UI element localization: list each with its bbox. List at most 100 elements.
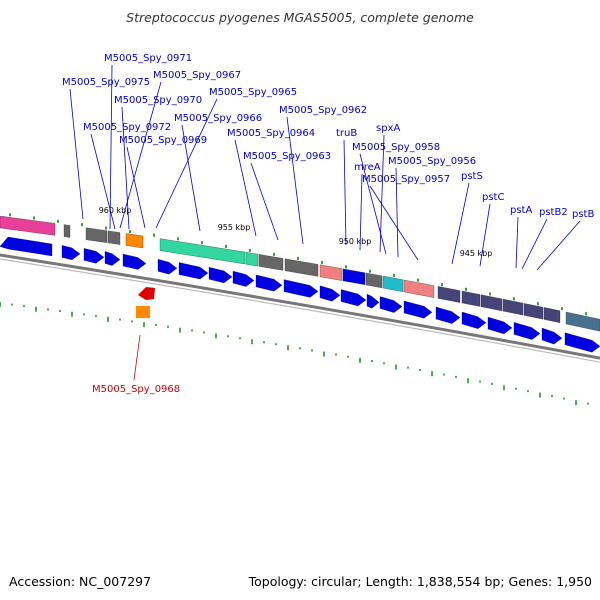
gene-label: M5005_Spy_0971 — [104, 53, 192, 64]
feature-block-salmon — [403, 279, 435, 298]
gene-label-leader — [250, 162, 279, 241]
feature-block-gray — [365, 272, 383, 289]
gene-arrow — [340, 289, 367, 307]
gene-label-leader — [286, 116, 304, 245]
gene-arrow — [104, 251, 121, 266]
gene-arrow — [178, 262, 209, 280]
gene-arrow — [319, 285, 341, 302]
feature-block-navy — [502, 298, 524, 316]
kbp-label: 950 kbp — [339, 237, 372, 246]
feature-block-gray — [284, 258, 319, 277]
gene-label: M5005_Spy_0965 — [209, 87, 297, 98]
feature-block-navy — [543, 307, 561, 323]
gene-arrow — [487, 316, 513, 335]
gene-label: pstA — [510, 205, 532, 216]
gene-label: spxA — [376, 123, 400, 134]
gene-label-leader — [69, 88, 84, 220]
gene-arrow — [83, 248, 105, 264]
gene-label-leader — [234, 139, 257, 237]
gene-arrow — [379, 296, 403, 313]
gene-label-leader — [119, 81, 162, 229]
feature-block-salmon — [319, 264, 343, 281]
gene-arrow — [232, 270, 255, 287]
gene-arrow — [513, 322, 541, 340]
gene-label: truB — [336, 128, 357, 139]
feature-block-cyan — [382, 275, 404, 292]
gene-label-leader — [359, 153, 387, 255]
gene-label: pstB — [572, 209, 594, 220]
feature-block-gray — [258, 254, 284, 271]
feature-block-magenta — [0, 215, 56, 236]
gene-arrow — [461, 311, 487, 329]
gene-label: M5005_Spy_0969 — [119, 135, 207, 146]
feature-block-orange — [125, 233, 144, 249]
gene-arrow — [403, 300, 433, 319]
accession-text: Accession: NC_007297 — [9, 574, 152, 589]
gene-label-leader — [369, 185, 419, 261]
kbp-label: 945 kbp — [460, 249, 493, 258]
gene-label-leader — [90, 133, 116, 230]
gene-arrow — [0, 236, 53, 257]
gene-label: pstB2 — [539, 207, 568, 218]
gene-label-leader — [359, 173, 363, 251]
feature-block-green — [245, 252, 259, 267]
kbp-label: 960 kbp — [99, 206, 132, 215]
reverse-feature-red — [138, 287, 155, 300]
gene-arrow — [435, 306, 461, 324]
gene-label-leader — [479, 203, 491, 267]
feature-block-steel — [565, 311, 600, 332]
gene-label-leader — [126, 146, 146, 229]
feature-block-green — [159, 238, 246, 265]
gene-label: M5005_Spy_0967 — [153, 70, 241, 81]
gene-arrow — [157, 259, 178, 275]
gene-label-leader — [121, 106, 130, 230]
gene-arrow — [255, 274, 283, 292]
feature-block-navy — [461, 290, 481, 307]
gene-label-leader — [451, 182, 470, 265]
feature-block-navy — [523, 303, 544, 320]
gene-label-leader — [536, 220, 581, 271]
gene-label-leader — [395, 167, 399, 258]
gene-label: M5005_Spy_0958 — [352, 142, 440, 153]
gene-label: M5005_Spy_0972 — [83, 122, 171, 133]
gene-label-leader — [181, 124, 201, 232]
gene-label: pstC — [482, 192, 504, 203]
feature-block-navy — [437, 286, 461, 303]
gene-label-layer: 960 kbp 955 kbp 950 kbp 945 kbp M5005_Spy_09… — [62, 53, 594, 395]
gene-label: M5005_Spy_0975 — [62, 77, 150, 88]
feature-block-gray — [107, 230, 121, 245]
feature-block-gray — [85, 227, 108, 243]
genome-backbone-shadow — [0, 258, 600, 363]
gene-label: M5005_Spy_0963 — [243, 151, 331, 162]
topology-text: Topology: circular; Length: 1,838,554 bp… — [248, 574, 592, 589]
gene-label: M5005_Spy_0964 — [227, 128, 315, 139]
gene-label: M5005_Spy_0956 — [388, 156, 476, 167]
gene-label: pstS — [461, 171, 483, 182]
gene-label-leader-highlighted — [133, 334, 141, 381]
gene-label: M5005_Spy_0970 — [114, 95, 202, 106]
genome-backbone — [0, 253, 600, 360]
map-title: Streptococcus pyogenes MGAS5005, complet… — [126, 10, 474, 25]
gene-label: M5005_Spy_0957 — [362, 174, 450, 185]
genome-tracks — [0, 213, 600, 406]
gene-label-leader — [155, 98, 218, 229]
gene-label-leader — [521, 218, 548, 270]
gene-label-leader — [109, 64, 113, 230]
gene-arrow — [541, 327, 563, 345]
gene-arrow — [366, 293, 380, 309]
gene-arrow — [122, 253, 147, 270]
gene-arrow — [564, 332, 600, 353]
gene-label: M5005_Spy_0966 — [174, 113, 262, 124]
kbp-label: 955 kbp — [218, 223, 251, 232]
gene-arrow — [283, 279, 319, 298]
gene-label: mreA — [354, 162, 381, 173]
feature-block-blue — [342, 268, 366, 285]
feature-block-navy — [480, 294, 503, 312]
reverse-feature-orange — [136, 306, 150, 318]
gene-label: M5005_Spy_0962 — [279, 105, 367, 116]
gene-arrow — [61, 245, 81, 261]
gene-label-highlighted: M5005_Spy_0968 — [92, 384, 180, 395]
gene-label-leader — [515, 216, 519, 269]
feature-block-gray — [63, 224, 71, 238]
